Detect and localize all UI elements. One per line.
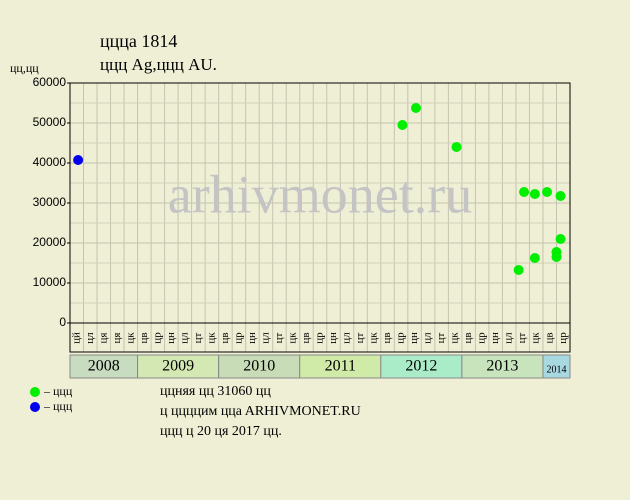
month-label: цр: [557, 332, 569, 344]
month-label: цн: [246, 332, 258, 344]
month-label: цк: [124, 332, 136, 344]
watermark: arhivmonet.ru: [168, 164, 472, 224]
y-tick-label: 30000: [33, 195, 67, 209]
month-label: цр: [314, 332, 326, 344]
month-label: цл: [341, 332, 353, 344]
month-label: цт: [273, 332, 285, 343]
month-label: цр: [395, 332, 407, 344]
month-label: цт: [192, 332, 204, 343]
point: [73, 155, 84, 165]
legend-marker: [30, 387, 40, 397]
y-tick-label: 10000: [33, 275, 67, 289]
chart-subtitle: ццц Ag,ццц AU.: [100, 55, 217, 74]
month-label: цл: [84, 332, 96, 344]
month-label: цл: [422, 332, 434, 344]
plot-frame: [69, 82, 571, 353]
note: ц ццццим ццa ARHIVMONET.RU: [160, 404, 361, 419]
month-label: цр: [151, 332, 163, 344]
month-label: цв: [300, 332, 312, 343]
month-label: ця: [111, 333, 123, 344]
point: [551, 252, 562, 262]
month-label: цк: [449, 332, 461, 344]
month-label: цт: [435, 332, 447, 343]
month-label: ця: [97, 333, 109, 344]
month-label: цл: [178, 332, 190, 344]
y-tick-label: 50000: [33, 115, 67, 129]
month-label: цв: [462, 332, 474, 343]
year-label: 2010: [243, 358, 275, 375]
point: [410, 103, 421, 113]
year-label: 2013: [486, 358, 518, 375]
month-label: цн: [327, 332, 339, 344]
y-tick-label: 0: [59, 315, 66, 329]
y-tick-label: 60000: [33, 75, 67, 89]
month-label: цй: [70, 332, 82, 344]
point: [451, 142, 462, 152]
point: [555, 234, 566, 244]
month-label: цк: [368, 332, 380, 344]
y-tick-label: 20000: [33, 235, 67, 249]
note: ццц ц 20 ця 2017 цц.: [160, 424, 282, 439]
month-label: цр: [232, 332, 244, 344]
year-label: 2014: [546, 364, 566, 375]
point: [519, 187, 530, 197]
note: ццняя цц 31060 цц: [160, 384, 271, 399]
month-label: цн: [408, 332, 420, 344]
legend-label: – ццц: [43, 399, 73, 413]
point: [513, 265, 524, 275]
month-label: цк: [530, 332, 542, 344]
month-label: цт: [354, 332, 366, 343]
year-label: 2009: [162, 358, 194, 375]
month-label: цн: [165, 332, 177, 344]
legend-label: – ццц: [43, 384, 73, 398]
y-tick-label: 40000: [33, 155, 67, 169]
point: [529, 189, 540, 199]
month-label: цв: [543, 332, 555, 343]
point: [397, 120, 408, 130]
point: [555, 191, 566, 201]
month-label: цк: [205, 332, 217, 344]
month-label: цл: [503, 332, 515, 344]
month-label: цв: [381, 332, 393, 343]
legend-marker: [30, 402, 40, 412]
point: [529, 253, 540, 263]
month-label: цт: [516, 332, 528, 343]
month-label: цк: [287, 332, 299, 344]
year-label: 2012: [405, 358, 437, 375]
month-label: цл: [259, 332, 271, 344]
year-label: 2008: [88, 358, 120, 375]
month-label: цв: [219, 332, 231, 343]
year-band: [542, 354, 571, 379]
month-label: цн: [489, 332, 501, 344]
chart-title: ццца 1814: [100, 31, 177, 51]
month-label: цв: [138, 332, 150, 343]
point: [542, 187, 553, 197]
year-label: 2011: [325, 358, 356, 375]
y-axis-label: цц,цц: [10, 61, 39, 75]
month-label: цр: [476, 332, 488, 344]
